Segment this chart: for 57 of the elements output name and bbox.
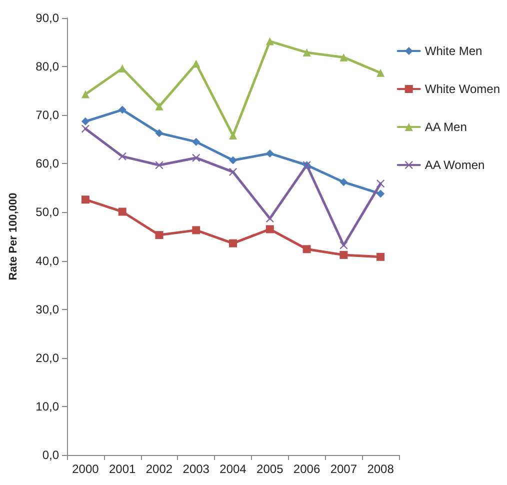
point [118, 208, 126, 216]
point [340, 53, 348, 62]
point [192, 154, 200, 162]
y-tick-label: 60,0 [36, 156, 60, 171]
legend-label: AA Men [424, 120, 467, 134]
point [376, 68, 385, 77]
y-tick-label: 50,0 [36, 205, 60, 220]
x-tick-label: 2007 [330, 462, 358, 476]
y-tick-label: 80,0 [36, 60, 60, 74]
x-tick-label: 2000 [72, 462, 100, 476]
point [376, 190, 385, 198]
point [155, 102, 164, 110]
point [81, 90, 90, 98]
point [229, 239, 237, 248]
y-tick-label: 70,0 [36, 108, 60, 122]
y-tick-label: 20,0 [36, 350, 60, 365]
point [192, 226, 200, 234]
point [340, 250, 348, 259]
legend-label: White Men [424, 44, 482, 58]
x-tick-label: 2006 [293, 462, 320, 476]
point [340, 241, 348, 250]
point [229, 168, 237, 176]
x-tick-label: 2001 [108, 462, 136, 476]
legend-label: AA Women [424, 158, 485, 172]
point [192, 60, 200, 68]
y-axis-title: Rate Per 100,000 [8, 192, 20, 280]
point [266, 149, 274, 158]
point [81, 196, 90, 204]
point [302, 48, 311, 56]
x-tick-label: 2005 [256, 462, 284, 476]
point [266, 37, 274, 46]
point [118, 152, 126, 160]
point [302, 245, 311, 254]
y-tick-label: 10,0 [36, 399, 60, 414]
point [155, 161, 164, 170]
y-tick-label: 90,0 [36, 11, 60, 25]
x-tick-label: 2002 [146, 462, 173, 476]
point [81, 117, 90, 126]
y-tick-label: 0,0 [42, 448, 60, 462]
y-tick-label: 40,0 [36, 254, 60, 268]
point [376, 180, 385, 188]
legend-label: White Women [424, 82, 500, 96]
x-tick-label: 2003 [182, 462, 210, 476]
point [81, 124, 90, 133]
point [192, 138, 200, 146]
x-tick-label: 2004 [220, 462, 247, 476]
point [340, 178, 348, 186]
x-tick-label: 2008 [367, 462, 394, 476]
point [118, 106, 126, 114]
y-tick-label: 30,0 [36, 302, 60, 316]
point [376, 252, 385, 261]
point [229, 156, 237, 164]
point [155, 231, 164, 240]
point [266, 225, 274, 234]
point [266, 214, 274, 223]
point [155, 129, 164, 138]
point [229, 132, 237, 140]
